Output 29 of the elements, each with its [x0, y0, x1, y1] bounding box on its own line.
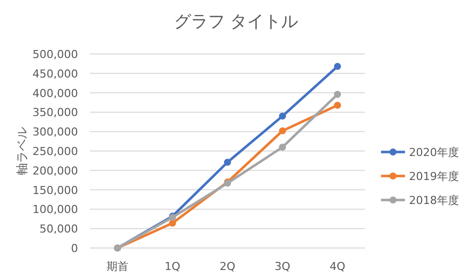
y-tick-label: 300,000	[32, 126, 78, 139]
x-tick-label: 2Q	[220, 260, 236, 273]
y-tick-label: 150,000	[32, 184, 78, 197]
y-tick-label: 450,000	[32, 67, 78, 80]
x-tick-label: 3Q	[274, 260, 291, 273]
chart-title: グラフ タイトル	[174, 12, 298, 32]
y-tick-label: 200,000	[32, 164, 78, 178]
y-tick-label: 0	[71, 242, 78, 255]
y-tick-label: 50,000	[40, 222, 78, 236]
point	[334, 102, 341, 109]
point	[169, 220, 176, 227]
point	[279, 112, 286, 120]
legend-label: 2018年度	[409, 194, 459, 207]
legend-label: 2019年度	[409, 170, 459, 183]
y-tick-label: 500,000	[32, 48, 78, 61]
x-tick-label: 期首	[106, 260, 128, 273]
x-tick-label: 4Q	[330, 260, 346, 273]
y-axis-title: 軸ラベル	[15, 127, 29, 175]
point	[334, 90, 341, 98]
point	[279, 127, 286, 134]
legend-label: 2020年度	[409, 146, 459, 159]
point	[279, 144, 286, 151]
point	[334, 62, 341, 70]
y-tick-label: 350,000	[32, 106, 78, 120]
y-tick-label: 400,000	[32, 86, 78, 100]
y-tick-label: 250,000	[32, 145, 78, 158]
x-tick-label: 1Q	[164, 260, 181, 273]
y-tick-label: 100,000	[32, 203, 78, 216]
point	[224, 158, 231, 166]
